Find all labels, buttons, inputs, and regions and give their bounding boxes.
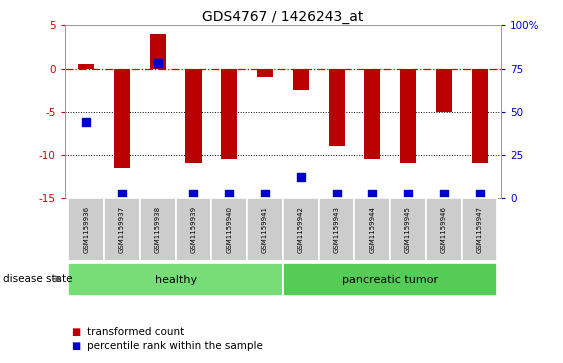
Text: GSM1159940: GSM1159940: [226, 206, 233, 253]
FancyBboxPatch shape: [390, 198, 426, 261]
Bar: [472, 69, 488, 163]
Text: ■: ■: [72, 327, 81, 337]
Text: GSM1159945: GSM1159945: [405, 206, 411, 253]
Text: GSM1159947: GSM1159947: [477, 206, 482, 253]
Point: [332, 192, 341, 197]
FancyBboxPatch shape: [247, 198, 283, 261]
Text: GSM1159937: GSM1159937: [119, 206, 125, 253]
Point: [225, 192, 234, 197]
Text: GSM1159944: GSM1159944: [369, 206, 376, 253]
FancyBboxPatch shape: [426, 198, 462, 261]
Bar: [364, 69, 381, 159]
Text: GSM1159936: GSM1159936: [83, 206, 89, 253]
Text: pancreatic tumor: pancreatic tumor: [342, 274, 438, 285]
Text: GSM1159939: GSM1159939: [190, 206, 196, 253]
Title: GDS4767 / 1426243_at: GDS4767 / 1426243_at: [202, 11, 364, 24]
Bar: [221, 69, 238, 159]
Bar: [78, 64, 94, 69]
FancyBboxPatch shape: [283, 198, 319, 261]
FancyBboxPatch shape: [68, 263, 283, 296]
FancyBboxPatch shape: [355, 198, 390, 261]
Text: transformed count: transformed count: [87, 327, 185, 337]
FancyBboxPatch shape: [462, 198, 498, 261]
Point: [404, 192, 413, 197]
FancyBboxPatch shape: [68, 198, 104, 261]
Bar: [114, 69, 130, 168]
Point: [439, 192, 448, 197]
FancyBboxPatch shape: [140, 198, 176, 261]
Point: [296, 174, 305, 180]
Point: [475, 192, 484, 197]
Point: [368, 192, 377, 197]
FancyBboxPatch shape: [176, 198, 211, 261]
Point: [82, 119, 91, 125]
Text: healthy: healthy: [155, 274, 196, 285]
Bar: [400, 69, 416, 163]
Text: disease state: disease state: [3, 274, 72, 284]
Text: ■: ■: [72, 340, 81, 351]
Bar: [293, 69, 309, 90]
Bar: [436, 69, 452, 112]
Point: [153, 60, 162, 66]
Text: percentile rank within the sample: percentile rank within the sample: [87, 340, 263, 351]
Bar: [257, 69, 273, 77]
Bar: [328, 69, 345, 146]
FancyBboxPatch shape: [104, 198, 140, 261]
Text: GSM1159938: GSM1159938: [155, 206, 160, 253]
Text: GSM1159942: GSM1159942: [298, 206, 304, 253]
FancyBboxPatch shape: [211, 198, 247, 261]
Bar: [185, 69, 202, 163]
Bar: [150, 34, 166, 69]
Point: [261, 192, 270, 197]
Text: GSM1159941: GSM1159941: [262, 206, 268, 253]
FancyBboxPatch shape: [319, 198, 355, 261]
Text: GSM1159943: GSM1159943: [333, 206, 339, 253]
Point: [189, 192, 198, 197]
Text: GSM1159946: GSM1159946: [441, 206, 447, 253]
FancyBboxPatch shape: [283, 263, 498, 296]
Point: [118, 192, 127, 197]
